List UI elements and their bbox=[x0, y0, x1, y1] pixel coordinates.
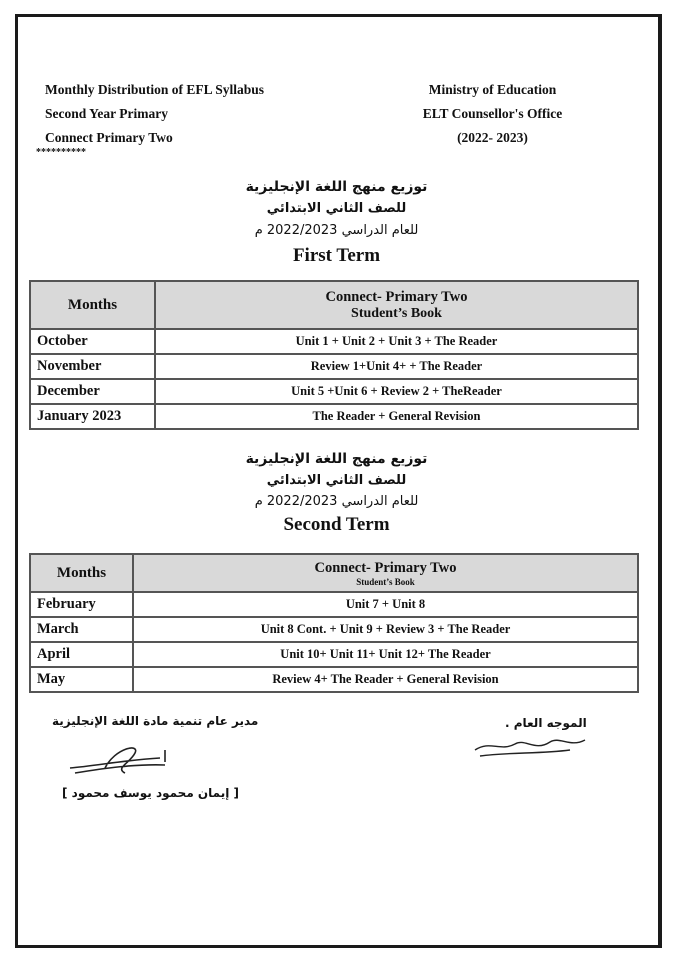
content-cell: Review 1+Unit 4+ + The Reader bbox=[154, 353, 639, 380]
table-row: January 2023 The Reader + General Revisio… bbox=[29, 403, 639, 430]
table-row: October Unit 1 + Unit 2 + Unit 3 + The Re… bbox=[29, 328, 639, 355]
table-row: May Review 4+ The Reader + General Revisi… bbox=[29, 666, 639, 693]
content-cell: Review 4+ The Reader + General Revision bbox=[132, 666, 639, 693]
arabic-title-3-second: للعام الدراسي 2022/2023 م bbox=[254, 494, 419, 509]
book-header: Connect- Primary Two Student’s Book bbox=[154, 280, 639, 330]
right-signature-image bbox=[474, 739, 586, 757]
book-header: Connect- Primary Two Student’s Book bbox=[132, 553, 639, 593]
left-signatory-name: [ إيمان محمود يوسف محمود ] bbox=[62, 786, 239, 800]
book-header-line-2: Student’s Book bbox=[351, 305, 442, 321]
header-left-line-3: Connect Primary Two bbox=[45, 130, 173, 145]
book-header-line-1: Connect- Primary Two bbox=[314, 559, 457, 576]
stars-divider: ********** bbox=[36, 147, 86, 158]
month-cell: January 2023 bbox=[29, 403, 156, 430]
right-signatory-title: الموجه العام . bbox=[505, 716, 587, 730]
first-term-table: Months Connect- Primary Two Student’s Boo… bbox=[29, 280, 639, 430]
arabic-title-3: للعام الدراسي 2022/2023 م bbox=[254, 223, 419, 238]
header-right-line-1: Ministry of Education bbox=[428, 82, 557, 97]
page-border bbox=[15, 14, 662, 948]
header-right-line-2: ELT Counsellor's Office bbox=[422, 106, 563, 121]
left-signature-image bbox=[69, 747, 166, 774]
month-cell: February bbox=[29, 591, 134, 618]
arabic-title-2: للصف الثاني الابتدائي bbox=[266, 201, 407, 216]
month-cell: November bbox=[29, 353, 156, 380]
arabic-title-1: توزيع منهج اللغة الإنجليزية bbox=[245, 179, 428, 195]
header-left-line-2: Second Year Primary bbox=[45, 106, 168, 121]
table-row: March Unit 8 Cont. + Unit 9 + Review 3 + … bbox=[29, 616, 639, 643]
header-right-line-3: (2022- 2023) bbox=[457, 130, 528, 145]
table-row: February Unit 7 + Unit 8 bbox=[29, 591, 639, 618]
month-cell: October bbox=[29, 328, 156, 355]
first-term-title: First Term bbox=[292, 245, 381, 266]
content-cell: Unit 7 + Unit 8 bbox=[132, 591, 639, 618]
content-cell: Unit 8 Cont. + Unit 9 + Review 3 + The R… bbox=[132, 616, 639, 643]
header-left-line-1: Monthly Distribution of EFL Syllabus bbox=[45, 82, 265, 97]
arabic-title-1-second: توزيع منهج اللغة الإنجليزية bbox=[245, 451, 428, 467]
book-header-line-2: Student’s Book bbox=[356, 576, 415, 587]
month-cell: April bbox=[29, 641, 134, 668]
content-cell: Unit 5 +Unit 6 + Review 2 + TheReader bbox=[154, 378, 639, 405]
content-cell: The Reader + General Revision bbox=[154, 403, 639, 430]
table-row: April Unit 10+ Unit 11+ Unit 12+ The Read… bbox=[29, 641, 639, 668]
months-header: Months bbox=[29, 280, 156, 330]
arabic-title-2-second: للصف الثاني الابتدائي bbox=[266, 473, 407, 488]
second-term-table: Months Connect- Primary Two Student’s Boo… bbox=[29, 553, 639, 693]
table-row: December Unit 5 +Unit 6 + Review 2 + TheR… bbox=[29, 378, 639, 405]
table-row: November Review 1+Unit 4+ + The Reader bbox=[29, 353, 639, 380]
month-cell: March bbox=[29, 616, 134, 643]
content-cell: Unit 10+ Unit 11+ Unit 12+ The Reader bbox=[132, 641, 639, 668]
month-cell: May bbox=[29, 666, 134, 693]
left-signatory-title: مدير عام تنمية مادة اللغة الإنجليزية bbox=[52, 714, 259, 728]
month-cell: December bbox=[29, 378, 156, 405]
content-cell: Unit 1 + Unit 2 + Unit 3 + The Reader bbox=[154, 328, 639, 355]
book-header-line-1: Connect- Primary Two bbox=[325, 288, 468, 305]
months-header: Months bbox=[29, 553, 134, 593]
second-term-title: Second Term bbox=[283, 514, 390, 535]
